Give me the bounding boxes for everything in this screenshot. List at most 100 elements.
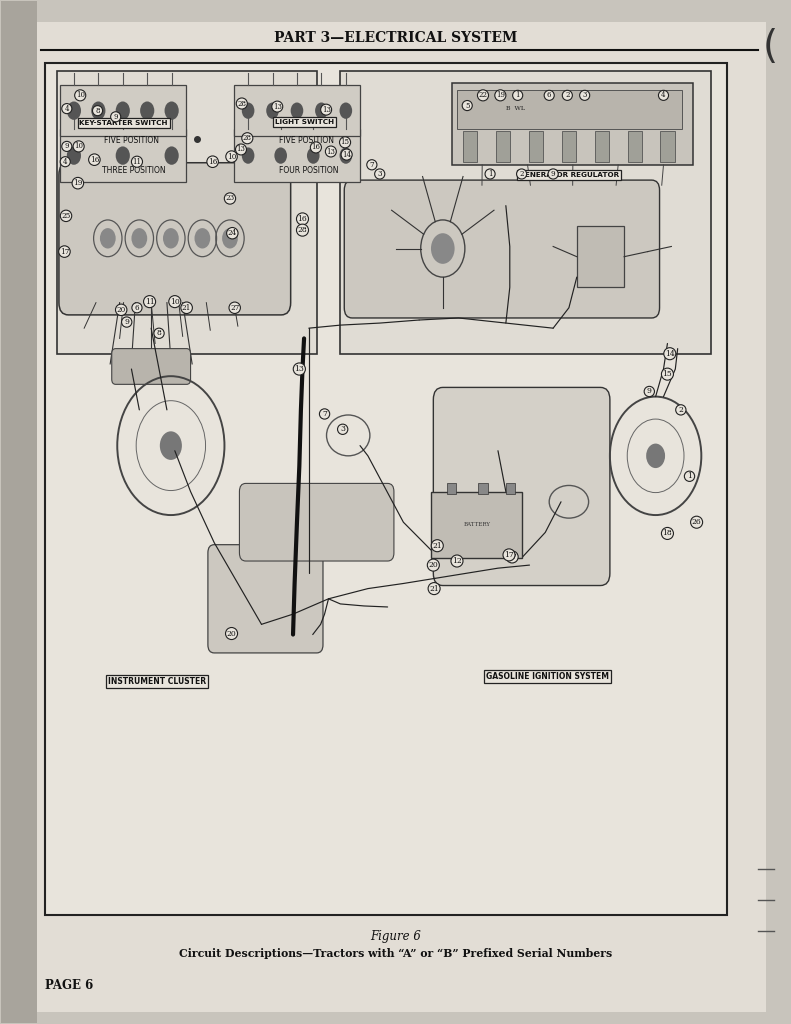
- Circle shape: [267, 102, 279, 119]
- Text: 13: 13: [273, 102, 282, 111]
- Text: 26: 26: [691, 518, 702, 526]
- Circle shape: [131, 228, 147, 249]
- Text: 17: 17: [504, 551, 514, 559]
- Text: GENERATOR REGULATOR: GENERATOR REGULATOR: [519, 172, 619, 178]
- Text: 4: 4: [63, 158, 67, 166]
- Text: 20: 20: [116, 306, 126, 313]
- Text: 1: 1: [488, 170, 492, 178]
- Text: 21: 21: [182, 304, 191, 311]
- Text: 3: 3: [377, 170, 382, 178]
- Text: BATTERY: BATTERY: [464, 522, 490, 526]
- Circle shape: [165, 101, 179, 120]
- Circle shape: [339, 147, 352, 164]
- Text: 13: 13: [322, 105, 331, 114]
- Bar: [529, 131, 543, 162]
- Text: 15: 15: [663, 370, 672, 378]
- Bar: [340, 71, 711, 353]
- Bar: [59, 129, 186, 182]
- Text: 15: 15: [341, 138, 350, 146]
- Text: 13: 13: [294, 365, 305, 373]
- Text: 12: 12: [452, 557, 462, 565]
- Circle shape: [646, 443, 665, 468]
- Text: 1: 1: [516, 91, 520, 99]
- Text: 3: 3: [582, 91, 587, 99]
- Bar: [627, 131, 642, 162]
- Bar: [431, 492, 521, 558]
- Text: PART 3—ELECTRICAL SYSTEM: PART 3—ELECTRICAL SYSTEM: [274, 32, 517, 45]
- Circle shape: [315, 102, 327, 119]
- Bar: [496, 131, 510, 162]
- Bar: [577, 226, 624, 288]
- FancyBboxPatch shape: [433, 387, 610, 586]
- Bar: [57, 71, 316, 353]
- Bar: [45, 62, 727, 915]
- Text: THREE POSITION: THREE POSITION: [102, 167, 165, 175]
- Text: 5: 5: [465, 101, 470, 110]
- Bar: [59, 85, 186, 136]
- Text: 11: 11: [132, 158, 142, 166]
- Text: 27: 27: [230, 304, 240, 311]
- Text: 21: 21: [433, 542, 442, 550]
- Bar: [234, 85, 360, 136]
- Text: PAGE 6: PAGE 6: [45, 979, 93, 992]
- Circle shape: [115, 101, 130, 120]
- Bar: [506, 483, 515, 494]
- Bar: [447, 483, 456, 494]
- Text: 10: 10: [227, 153, 237, 161]
- Text: 4: 4: [65, 104, 69, 113]
- Circle shape: [274, 147, 287, 164]
- Text: 20: 20: [227, 630, 237, 638]
- Text: 13: 13: [327, 147, 335, 156]
- Text: 2: 2: [679, 406, 683, 414]
- Text: GASOLINE IGNITION SYSTEM: GASOLINE IGNITION SYSTEM: [486, 672, 609, 681]
- Text: 25: 25: [62, 212, 70, 220]
- Bar: [457, 90, 682, 129]
- Text: 17: 17: [507, 553, 517, 561]
- Text: 11: 11: [145, 298, 154, 305]
- Text: 9: 9: [65, 142, 69, 151]
- Text: 28: 28: [237, 99, 246, 108]
- FancyBboxPatch shape: [208, 545, 323, 653]
- Text: 2: 2: [565, 91, 570, 99]
- Text: 8: 8: [95, 106, 100, 115]
- Text: 22: 22: [479, 91, 487, 99]
- Circle shape: [66, 101, 81, 120]
- Text: 19: 19: [73, 179, 82, 187]
- Text: 16: 16: [312, 143, 320, 152]
- FancyBboxPatch shape: [59, 163, 290, 315]
- Circle shape: [100, 228, 115, 249]
- Text: FIVE POSITION: FIVE POSITION: [279, 136, 334, 144]
- FancyBboxPatch shape: [240, 483, 394, 561]
- FancyBboxPatch shape: [112, 348, 191, 384]
- Text: 19: 19: [496, 91, 505, 99]
- Circle shape: [66, 146, 81, 165]
- FancyBboxPatch shape: [344, 180, 660, 318]
- Text: (: (: [763, 29, 778, 67]
- Circle shape: [307, 147, 320, 164]
- Text: 17: 17: [60, 248, 69, 256]
- Text: 7: 7: [322, 410, 327, 418]
- Text: INSTRUMENT CLUSTER: INSTRUMENT CLUSTER: [108, 677, 206, 686]
- Text: 10: 10: [76, 91, 85, 99]
- Text: FIVE POSITION: FIVE POSITION: [104, 136, 159, 144]
- Bar: [464, 131, 478, 162]
- Text: 3: 3: [340, 425, 345, 433]
- Text: 9: 9: [124, 318, 129, 326]
- Text: 6: 6: [134, 304, 139, 311]
- Text: FOUR POSITION: FOUR POSITION: [279, 167, 339, 175]
- Circle shape: [160, 431, 182, 460]
- Bar: [234, 129, 360, 182]
- Text: 9: 9: [647, 387, 652, 395]
- Text: 9: 9: [551, 170, 555, 178]
- Text: 14: 14: [343, 151, 351, 159]
- Bar: [479, 483, 488, 494]
- Bar: [452, 83, 693, 165]
- Circle shape: [242, 147, 255, 164]
- Text: B  WL: B WL: [506, 106, 525, 112]
- Circle shape: [431, 233, 455, 264]
- Text: 23: 23: [225, 195, 235, 203]
- Bar: [595, 131, 609, 162]
- Circle shape: [222, 228, 238, 249]
- Text: 2: 2: [520, 170, 524, 178]
- Bar: [660, 131, 675, 162]
